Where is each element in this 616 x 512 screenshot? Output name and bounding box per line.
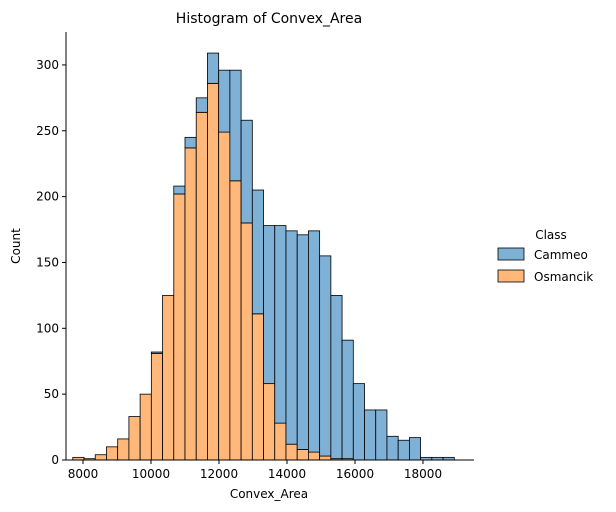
bar-cammeo-14 xyxy=(229,69,242,182)
bar-osmancik-6 xyxy=(139,393,152,461)
bar-cammeo-26 xyxy=(364,409,377,461)
legend-title: Class xyxy=(535,228,567,242)
bar-osmancik-2 xyxy=(94,454,107,461)
x-axis-label: Convex_Area xyxy=(230,487,308,501)
bar-osmancik-7 xyxy=(150,352,163,461)
legend-label-osmancik: Osmancik xyxy=(534,270,593,284)
bar-cammeo-22 xyxy=(319,255,332,457)
bar-cammeo-25 xyxy=(352,383,365,461)
bar-cammeo-18 xyxy=(274,225,287,424)
bar-osmancik-10 xyxy=(184,147,197,461)
x-ticks-group: 8000 10000 12000 14000 16000 18000 xyxy=(68,460,442,481)
bar-cammeo-28 xyxy=(386,435,399,461)
bar-cammeo-20 xyxy=(296,234,309,450)
y-axis-label: Count xyxy=(9,228,23,264)
x-tick-label-18000: 18000 xyxy=(404,467,442,481)
bar-cammeo-17 xyxy=(263,225,276,385)
bar-osmancik-8 xyxy=(162,294,175,461)
bar-osmancik-3 xyxy=(106,446,119,461)
y-tick-label-300: 300 xyxy=(36,58,59,72)
bar-osmancik-12 xyxy=(207,82,220,461)
y-tick-label-50: 50 xyxy=(44,387,59,401)
bar-cammeo-16 xyxy=(251,189,264,315)
bar-osmancik-15 xyxy=(240,222,253,461)
bar-osmancik-21 xyxy=(308,451,321,461)
bar-cammeo-30 xyxy=(408,437,422,461)
y-ticks-group: 0 50 100 150 200 250 300 xyxy=(36,58,66,467)
bar-cammeo-15 xyxy=(240,119,253,224)
bar-cammeo-9 xyxy=(173,185,186,195)
y-tick-label-0: 0 xyxy=(51,453,59,467)
y-tick-label-150: 150 xyxy=(36,255,59,269)
bar-osmancik-16 xyxy=(251,313,264,461)
bar-cammeo-19 xyxy=(285,230,298,445)
bar-osmancik-9 xyxy=(173,193,186,461)
bar-cammeo-11 xyxy=(195,97,208,113)
bar-cammeo-10 xyxy=(184,136,197,149)
legend: Class Cammeo Osmancik xyxy=(497,228,593,284)
chart-title: Histogram of Convex_Area xyxy=(176,11,362,27)
bar-cammeo-21 xyxy=(308,230,321,453)
legend-label-cammeo: Cammeo xyxy=(534,248,588,262)
legend-swatch-cammeo xyxy=(497,247,525,261)
bar-cammeo-29 xyxy=(397,439,410,461)
bar-osmancik-19 xyxy=(285,443,298,461)
x-tick-label-12000: 12000 xyxy=(200,467,238,481)
bar-cammeo-12 xyxy=(207,52,220,84)
bar-osmancik-18 xyxy=(274,422,287,461)
bar-cammeo-7 xyxy=(150,351,163,354)
bar-cammeo-24 xyxy=(341,339,354,460)
bar-osmancik-13 xyxy=(218,131,231,461)
bar-osmancik-11 xyxy=(195,111,208,461)
bar-osmancik-20 xyxy=(296,449,309,461)
x-tick-label-14000: 14000 xyxy=(268,467,306,481)
bar-osmancik-22 xyxy=(319,455,332,461)
y-tick-label-250: 250 xyxy=(36,124,59,138)
legend-swatch-osmancik xyxy=(497,269,525,283)
bars-group xyxy=(72,52,455,461)
x-tick-label-8000: 8000 xyxy=(68,467,99,481)
bar-osmancik-4 xyxy=(117,438,130,461)
bar-osmancik-5 xyxy=(128,416,141,461)
bar-osmancik-17 xyxy=(263,383,276,461)
y-tick-label-100: 100 xyxy=(36,321,59,335)
x-tick-label-16000: 16000 xyxy=(336,467,374,481)
bar-cammeo-27 xyxy=(375,409,388,461)
bar-cammeo-23 xyxy=(330,294,343,460)
y-tick-label-200: 200 xyxy=(36,190,59,204)
bar-osmancik-14 xyxy=(229,180,242,461)
x-tick-label-10000: 10000 xyxy=(132,467,170,481)
bar-cammeo-13 xyxy=(218,69,231,133)
